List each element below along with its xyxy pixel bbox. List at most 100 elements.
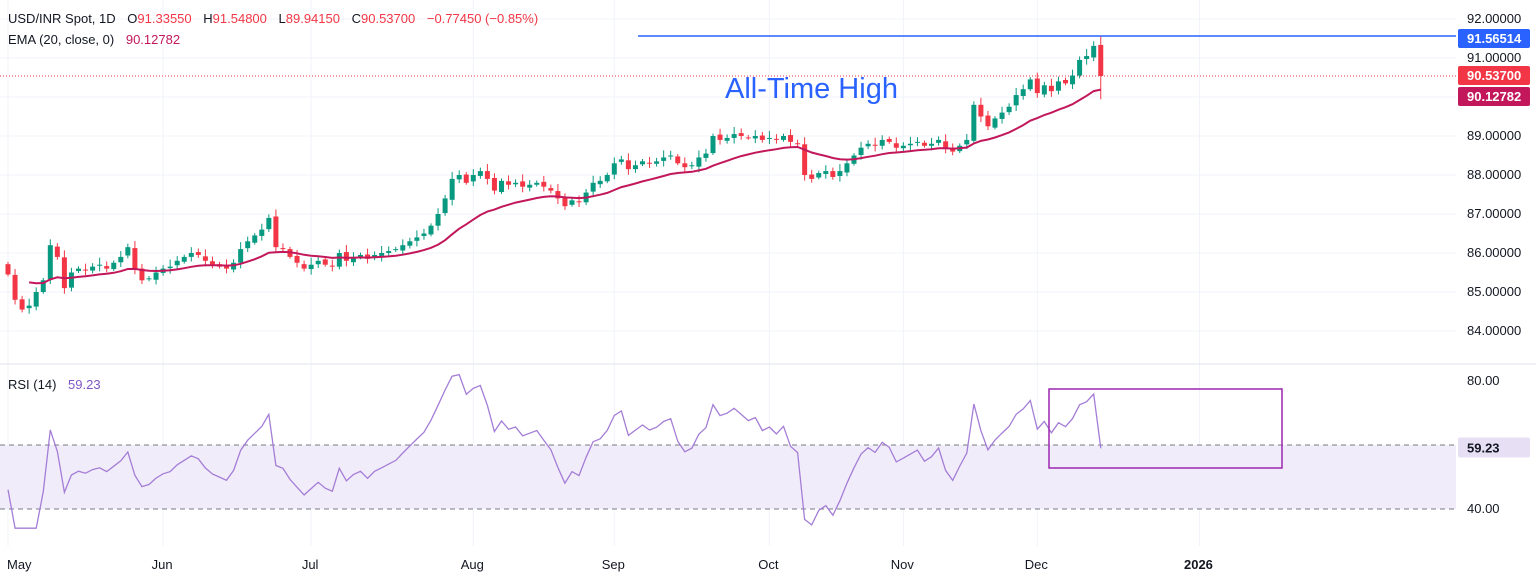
candle-body (506, 181, 512, 185)
time-tick-label: 2026 (1184, 557, 1213, 572)
price-tag (1458, 66, 1530, 85)
candle-body (26, 305, 32, 309)
candle-body (125, 247, 131, 256)
candle-body (174, 260, 180, 266)
price-tick-label: 86.00000 (1467, 245, 1521, 260)
candle-body (146, 278, 152, 280)
ema-line (28, 88, 1102, 285)
candle-body (858, 147, 864, 156)
candle-body (428, 225, 434, 235)
candle-body (400, 245, 406, 251)
candle-body (132, 248, 138, 269)
symbol-title[interactable]: USD/INR Spot, 1D (8, 11, 116, 26)
rsi-value: 59.23 (68, 377, 101, 392)
candle-body (19, 299, 25, 310)
ema-label[interactable]: EMA (20, close, 0) (8, 32, 115, 47)
candle-body (548, 188, 554, 191)
candle-body (689, 165, 695, 167)
high-value: 91.54800 (212, 11, 267, 26)
candle-body (336, 253, 342, 267)
candle-body (294, 255, 300, 263)
candle-body (97, 264, 103, 266)
candle-body (379, 253, 385, 256)
candle-body (781, 136, 786, 140)
rsi-band (0, 445, 1456, 509)
time-tick-label: Jul (302, 557, 319, 572)
candle-body (802, 144, 808, 175)
candle-body (76, 268, 81, 272)
candle-body (900, 145, 906, 149)
candle-body (611, 163, 617, 175)
time-tick-label: Nov (891, 557, 915, 572)
time-tick-label: Aug (461, 557, 484, 572)
candle-body (1077, 59, 1083, 76)
candle-body (54, 246, 60, 257)
price-axis[interactable]: 92.0000091.0000090.0000089.0000088.00000… (1467, 11, 1521, 338)
candle-body (745, 137, 751, 139)
candle-body (435, 214, 441, 226)
candle-body (893, 143, 899, 148)
candle-body (1006, 106, 1012, 113)
candle-body (534, 182, 540, 185)
candle-body (682, 163, 688, 168)
candle-body (985, 115, 991, 127)
candle-body (463, 174, 469, 183)
candle-body (181, 256, 187, 262)
candle-body (1048, 85, 1054, 92)
rsi-label[interactable]: RSI (14) (8, 377, 57, 392)
candle-body (449, 178, 455, 200)
candle-body (301, 264, 307, 269)
candle-body (315, 260, 321, 265)
price-tags: 91.56514 90.53700 90.12782 59.23 (1458, 29, 1530, 458)
candle-body (886, 138, 892, 142)
candle-body (266, 217, 272, 230)
candle-body (5, 264, 11, 275)
candle-body (752, 136, 758, 139)
candle-body (640, 161, 645, 165)
candle-body (61, 257, 67, 289)
candle-body (675, 156, 681, 164)
candle-body (386, 251, 392, 253)
price-tick-label: 91.00000 (1467, 50, 1521, 65)
candle-body (111, 262, 117, 270)
candle-body (350, 256, 356, 263)
candle-body (1063, 79, 1068, 84)
candle-body (562, 197, 568, 207)
candle-body (555, 191, 561, 199)
candle-body (618, 159, 624, 162)
candle-body (661, 157, 667, 161)
candle-body (1027, 79, 1033, 90)
candle-body (188, 253, 194, 257)
candle-body (632, 165, 638, 170)
main-legend: USD/INR Spot, 1D O91.33550 H91.54800 L89… (8, 11, 538, 26)
candle-body (788, 135, 794, 142)
candle-body (83, 269, 89, 271)
time-axis[interactable]: May Jun Jul Aug Sep Oct Nov Dec 2026 (7, 557, 1213, 572)
low-label: L (278, 11, 286, 26)
high-label: H (203, 11, 213, 26)
candle-body (202, 256, 208, 261)
rsi-axis[interactable]: 80.00 40.00 (1467, 373, 1500, 516)
candle-body (647, 162, 653, 164)
time-tick-label: Oct (758, 557, 779, 572)
time-tick-label: May (7, 557, 32, 572)
candle-body (308, 264, 314, 270)
price-tag-label: 90.12782 (1467, 89, 1521, 104)
candle-body (922, 142, 927, 146)
candle-body (865, 143, 871, 147)
rsi-highlight-box (1048, 388, 1283, 469)
open-value: 91.33550 (137, 11, 192, 26)
candle-body (992, 118, 998, 128)
candle-body (470, 175, 476, 182)
candle-body (40, 280, 46, 292)
ema-value: 90.12782 (125, 32, 181, 47)
change-value: −0.77450 (−0.85%) (426, 11, 539, 26)
candle-body (971, 104, 977, 141)
candle-body (604, 175, 610, 182)
candle-body (520, 181, 526, 187)
candle-body (731, 134, 737, 138)
candle-body (442, 198, 448, 214)
time-tick-label: Sep (602, 557, 625, 572)
candle-body (816, 173, 822, 178)
